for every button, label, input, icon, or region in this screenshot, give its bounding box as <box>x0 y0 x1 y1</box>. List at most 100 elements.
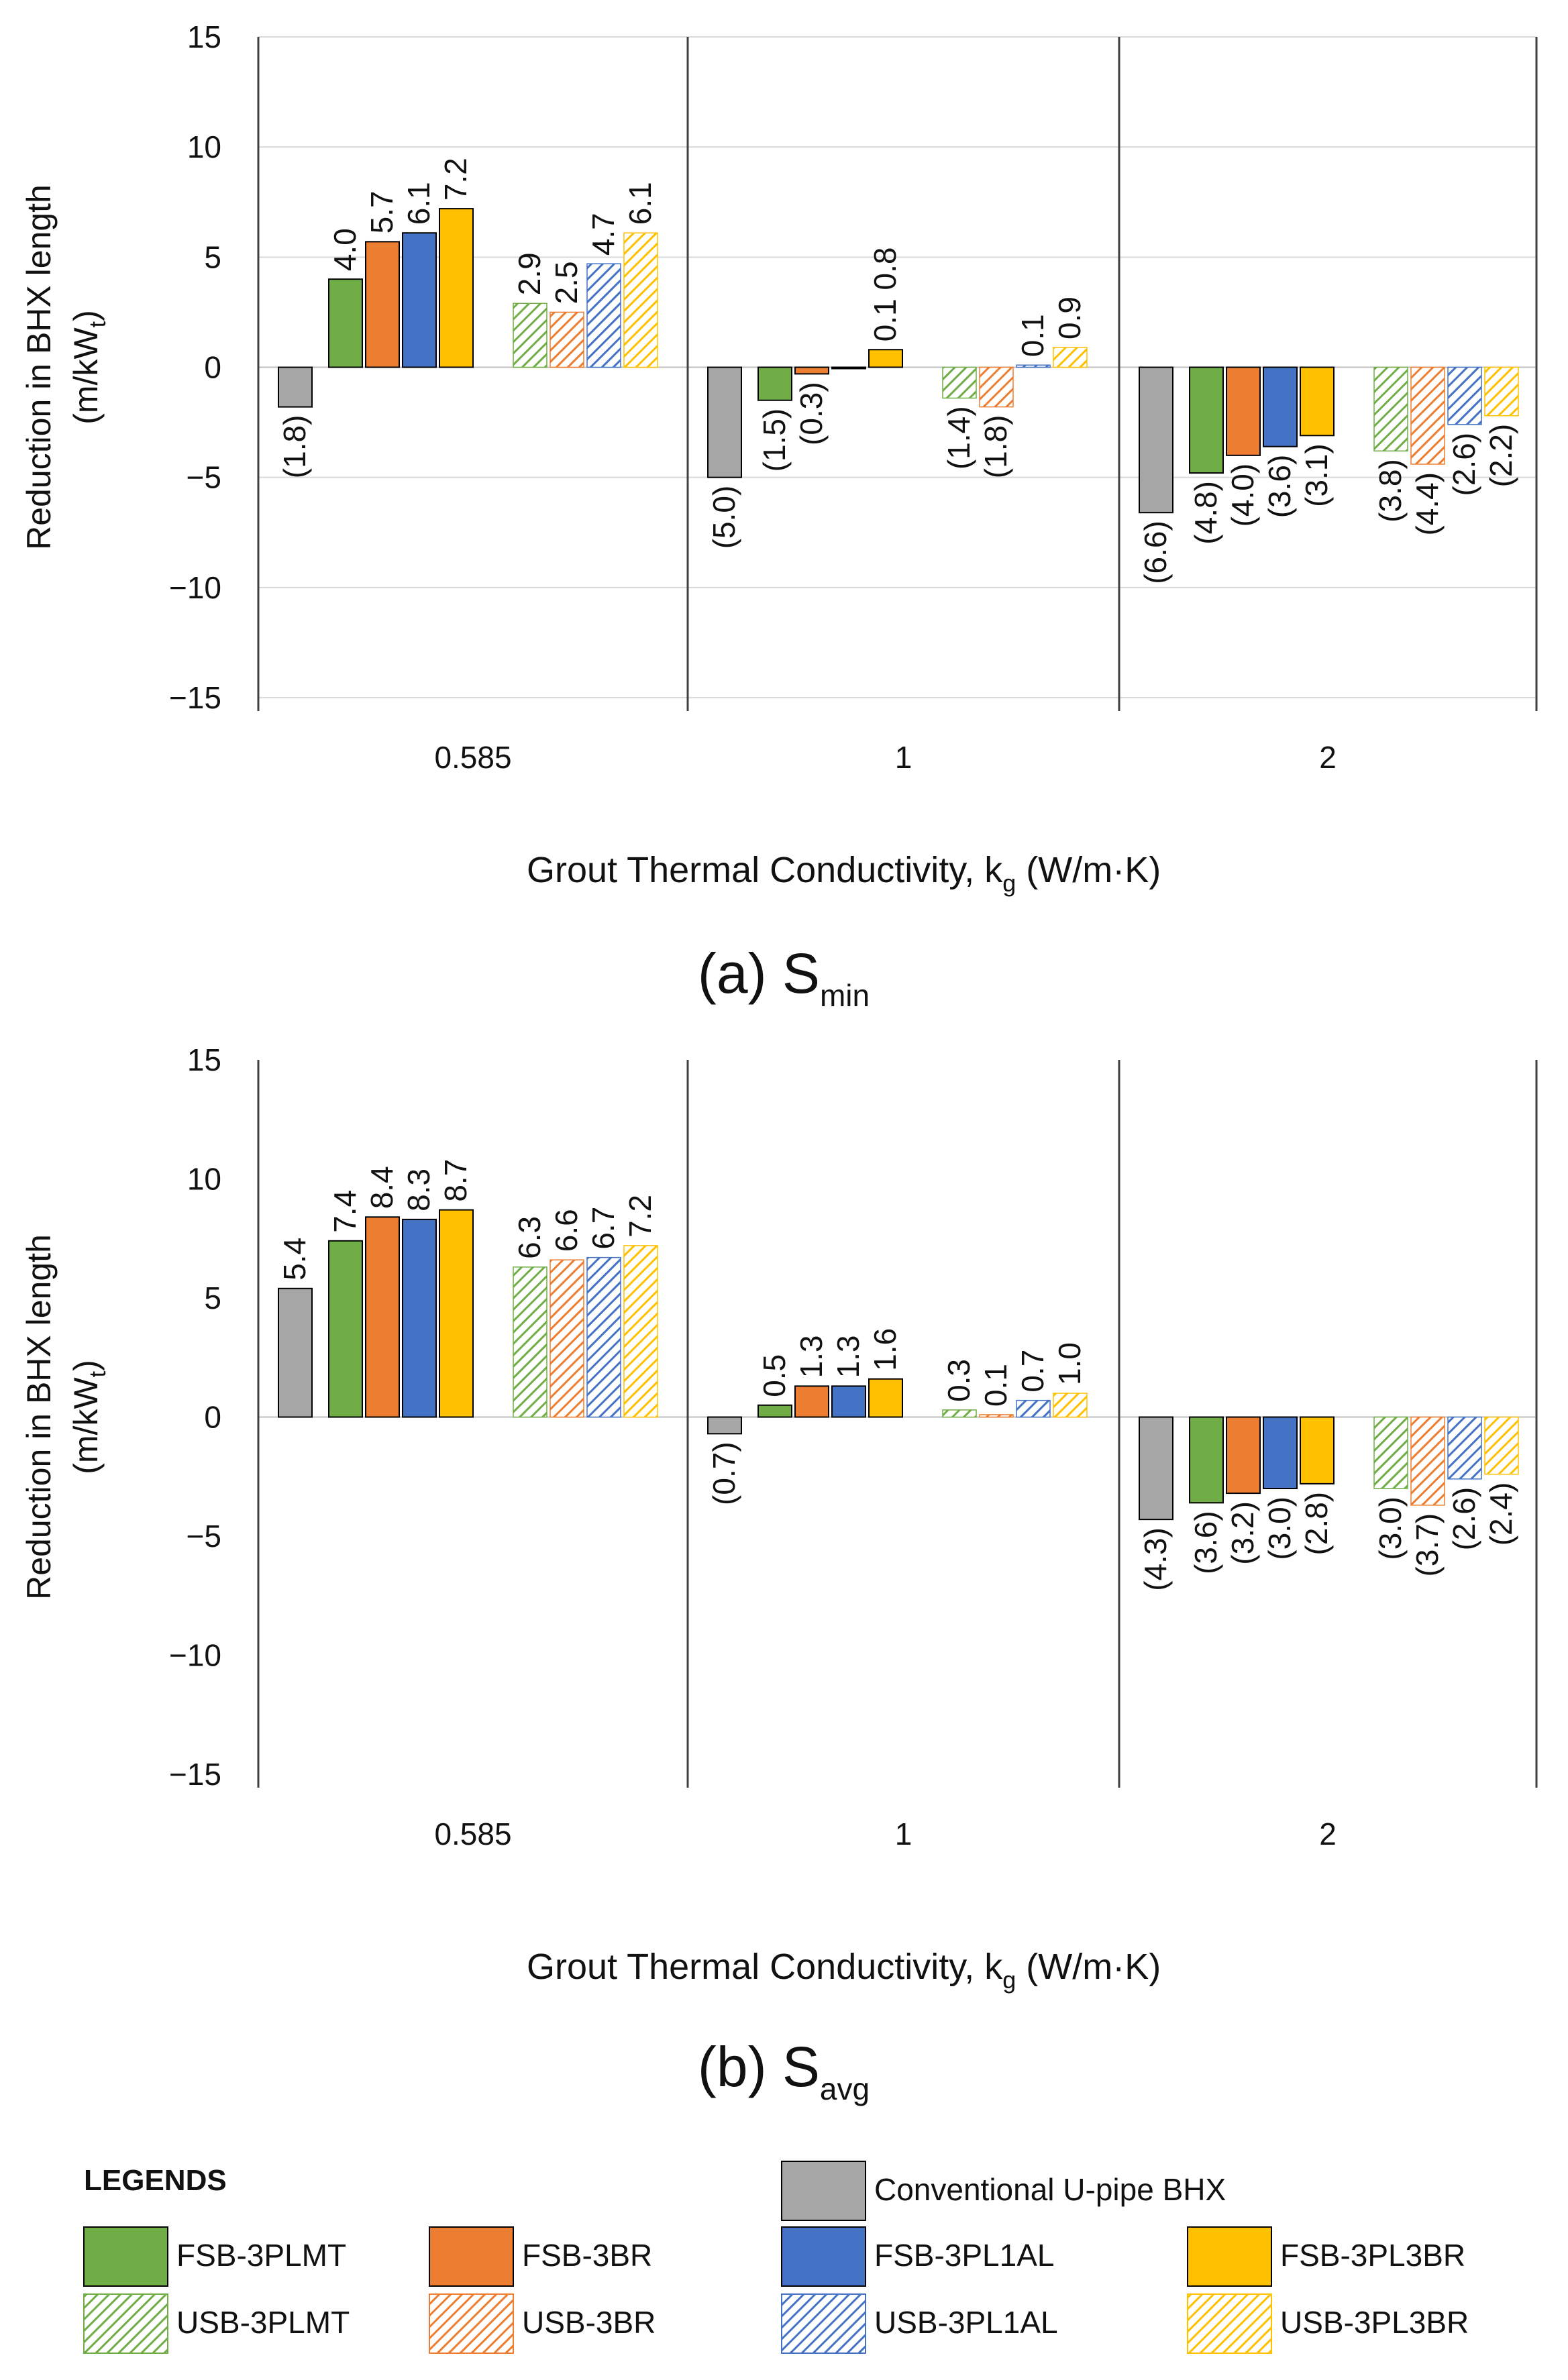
bar-fsb-3plmt-0_585 <box>328 1240 363 1418</box>
bar-fsb-3plmt-2 <box>1189 1416 1224 1504</box>
data-label: (3.1) <box>1299 443 1334 507</box>
bar-fsb-3pl3br-1 <box>868 349 903 368</box>
bar-fsb-3pl1al-0_585 <box>402 232 437 368</box>
legend-swatch-usb-3pl3br <box>1187 2293 1272 2354</box>
data-label: 2.5 <box>549 261 584 304</box>
panel-caption: (b) Savg <box>698 2035 870 2106</box>
category-label: 0.585 <box>434 1817 511 1851</box>
legend-swatch-usb-3pl1al <box>781 2293 866 2354</box>
y-axis-title: Reduction in BHX length <box>20 184 58 550</box>
bar-fsb-3br-1 <box>794 1385 829 1418</box>
bar-usb-3br-2 <box>1410 1416 1445 1506</box>
data-label: 1.3 <box>794 1335 829 1378</box>
data-label: 0.5 <box>757 1354 792 1397</box>
data-label: 5.4 <box>277 1238 312 1281</box>
data-label: (3.7) <box>1410 1513 1445 1577</box>
bar-fsb-3br-2 <box>1226 366 1261 456</box>
data-label: 6.1 <box>401 182 436 225</box>
data-label: 4.0 <box>327 228 362 271</box>
legend-swatch-usb-3plmt <box>83 2293 168 2354</box>
bar-usb-3plmt-2 <box>1373 366 1408 452</box>
bar-usb-3plmt-2 <box>1373 1416 1408 1489</box>
category-label: 1 <box>895 1817 912 1851</box>
bar-usb-3br-2 <box>1410 366 1445 465</box>
legend-swatch-usb-3br <box>429 2293 514 2354</box>
bar-usb-3pl1al-0_585 <box>586 263 621 368</box>
legend-label-fsb-3br: FSB-3BR <box>522 2238 652 2273</box>
y-tick-label: 10 <box>187 129 221 164</box>
legend-label-fsb-3pl1al: FSB-3PL1AL <box>874 2238 1054 2273</box>
bar-fsb-3pl3br-1 <box>868 1378 903 1418</box>
data-label: (3.8) <box>1373 459 1408 523</box>
legend-swatch-fsb-3plmt <box>83 2226 168 2287</box>
y-tick-label: 15 <box>187 1042 221 1077</box>
legend-label-fsb-3pl3br: FSB-3PL3BR <box>1280 2238 1465 2273</box>
data-label: (4.3) <box>1138 1527 1173 1591</box>
bar-conventional-u-pipe-bhx-2 <box>1139 1416 1173 1521</box>
data-label: (3.6) <box>1188 1511 1223 1574</box>
data-label: (1.8) <box>978 415 1013 479</box>
data-label: (3.0) <box>1262 1497 1297 1560</box>
panel-caption: (a) Smin <box>698 942 870 1013</box>
category-label: 0.585 <box>434 740 511 775</box>
legend-swatch-fsb-3pl3br <box>1187 2226 1272 2287</box>
bar-conventional-u-pipe-bhx-1 <box>707 366 742 478</box>
data-label: (2.8) <box>1299 1492 1334 1556</box>
data-label: 6.1 <box>623 182 658 225</box>
data-label: 0.1 0.8 <box>868 248 902 342</box>
data-label: 6.3 <box>512 1216 547 1259</box>
data-label: (3.6) <box>1262 455 1297 519</box>
data-label: (3.0) <box>1373 1497 1408 1560</box>
bar-usb-3pl1al-1 <box>1016 1399 1051 1418</box>
data-label: 0.7 <box>1015 1350 1050 1393</box>
bar-usb-3plmt-1 <box>942 366 977 399</box>
bar-conventional-u-pipe-bhx-0_585 <box>278 1287 313 1418</box>
legend-label-usb-3pl1al: USB-3PL1AL <box>874 2305 1058 2340</box>
data-label: 8.7 <box>438 1159 473 1202</box>
legend-swatch-conventional-u-pipe-bhx <box>781 2161 866 2221</box>
legend-label-usb-3pl3br: USB-3PL3BR <box>1280 2305 1469 2340</box>
bar-fsb-3pl3br-2 <box>1300 366 1335 437</box>
data-label: (5.0) <box>707 486 741 549</box>
data-label: 0.1 <box>1015 314 1050 357</box>
legend-swatch-fsb-3br <box>429 2226 514 2287</box>
data-label: 7.2 <box>623 1195 658 1238</box>
legend-title: LEGENDS <box>84 2164 227 2197</box>
bar-usb-3pl1al-1 <box>1016 364 1051 368</box>
bar-usb-3plmt-1 <box>942 1409 977 1418</box>
bar-fsb-3pl1al-1 <box>831 1385 866 1418</box>
data-label: (0.7) <box>707 1442 741 1505</box>
bar-usb-3pl3br-2 <box>1484 1416 1519 1475</box>
chart-panel-2: 15 10 5 0 −5 −10 −15 5.4 7.48.4 8.3 8.7 6.3 6.6 6.7 7.… <box>20 1042 1538 2106</box>
data-label: (1.5) <box>757 409 792 472</box>
legend-label-fsb-3plmt: FSB-3PLMT <box>176 2238 346 2273</box>
legend-label-usb-3plmt: USB-3PLMT <box>176 2305 350 2340</box>
category-label: 2 <box>1319 1817 1337 1851</box>
bar-fsb-3pl1al-2 <box>1263 1416 1298 1489</box>
data-label: (1.4) <box>941 406 976 470</box>
bar-usb-3pl3br-1 <box>1053 1393 1088 1418</box>
bar-usb-3br-0_585 <box>550 1259 584 1418</box>
data-label: 1.3 <box>831 1335 866 1378</box>
bar-usb-3br-0_585 <box>550 311 584 368</box>
category-label: 2 <box>1319 740 1337 775</box>
category-label: 1 <box>895 740 912 775</box>
data-label: 4.7 <box>586 213 621 256</box>
bar-usb-3plmt-0_585 <box>513 1266 547 1418</box>
bar-usb-3pl3br-1 <box>1053 347 1088 368</box>
bar-usb-3pl1al-2 <box>1447 366 1482 425</box>
y-tick-label: 0 <box>204 1400 221 1435</box>
bar-usb-3br-1 <box>979 366 1014 408</box>
data-label: 0.3 <box>941 1359 976 1402</box>
bar-usb-3pl1al-2 <box>1447 1416 1482 1480</box>
bar-conventional-u-pipe-bhx-0_585 <box>278 366 313 408</box>
data-label: 2.9 <box>512 252 547 295</box>
y-tick-label: 0 <box>204 350 221 385</box>
data-label: (2.2) <box>1483 424 1518 488</box>
bar-usb-3pl3br-2 <box>1484 366 1519 417</box>
bar-fsb-3br-0_585 <box>365 241 400 368</box>
data-label: 0.9 <box>1052 296 1087 339</box>
y-tick-label: 5 <box>204 1281 221 1315</box>
